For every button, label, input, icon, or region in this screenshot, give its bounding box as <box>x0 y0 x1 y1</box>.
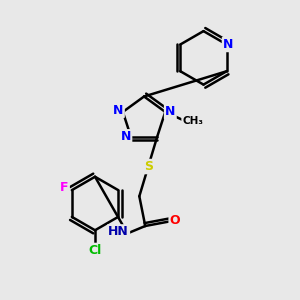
Text: O: O <box>170 214 180 226</box>
Text: N: N <box>121 130 131 143</box>
Text: N: N <box>223 38 233 51</box>
Text: CH₃: CH₃ <box>182 116 203 126</box>
Text: F: F <box>60 181 69 194</box>
Text: HN: HN <box>108 225 129 239</box>
Text: Cl: Cl <box>88 244 102 257</box>
Text: N: N <box>165 105 175 119</box>
Text: N: N <box>113 104 124 117</box>
Text: S: S <box>144 160 153 173</box>
